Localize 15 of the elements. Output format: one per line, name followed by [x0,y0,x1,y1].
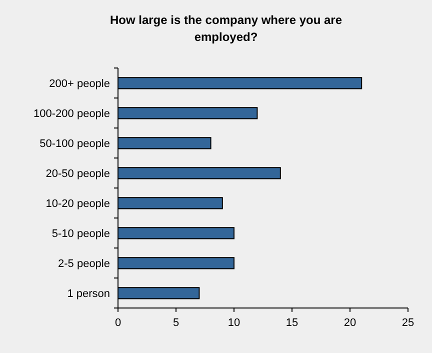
x-tick-label: 25 [402,317,414,329]
y-tick-label: 50-100 people [40,138,110,150]
y-tick-label: 10-20 people [46,198,110,210]
y-tick-label: 100-200 people [34,108,110,120]
x-tick-label: 5 [172,317,180,329]
y-tick-label: 20-50 people [46,168,110,180]
x-tick-label: 15 [286,317,298,329]
x-tick-label: 0 [114,317,122,329]
chart-title: How large is the company where you are employed? [110,13,342,44]
y-tick-label: 200+ people [49,78,110,90]
y-tick-label: 5-10 people [52,228,110,240]
x-tick-label: 10 [228,317,240,329]
y-tick-label: 1 person [67,288,110,300]
y-tick-label: 2-5 people [58,258,110,270]
x-tick-label: 20 [344,317,356,329]
